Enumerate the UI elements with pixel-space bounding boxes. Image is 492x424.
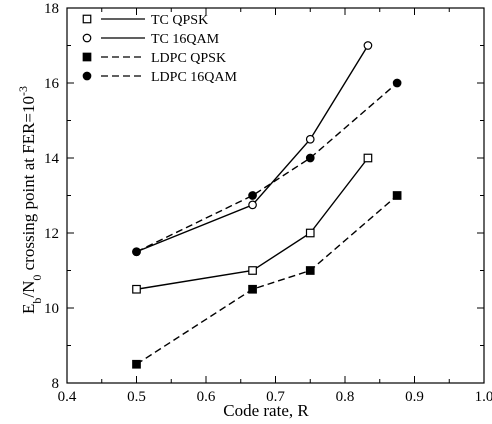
y-tick-label: 12 [44,226,59,242]
legend-label: TC 16QAM [151,32,220,47]
y-axis-label: Eb/N0 crossing point at FER=10-3 [16,86,44,314]
x-tick-label: 0.7 [266,389,285,405]
data-point [132,284,141,294]
y-tick-label: 18 [44,1,59,17]
plot-frame [66,7,485,384]
x-tick-label: 0.8 [336,389,355,405]
x-axis-label: Code rate, R [223,401,309,420]
x-tick-label: 1.0 [475,389,492,405]
data-point [132,359,141,369]
data-point [305,266,315,275]
data-point [363,41,373,50]
x-tick-label: 0.9 [405,389,424,405]
y-axis-label-mid: /N [19,281,38,298]
y-tick-label: 16 [44,76,60,92]
legend-label: LDPC 16QAM [151,70,238,85]
data-point [392,78,402,88]
y-axis-label-main: E [19,304,38,314]
series-3 [132,78,402,257]
series-0 [132,153,373,294]
legend-label: LDPC QPSK [151,51,226,66]
data-point [248,266,257,275]
data-point [305,153,315,163]
legend: TC QPSK TC 16QAM LDPC QPSK LDPC 16QAM [82,13,238,85]
legend-item: LDPC QPSK [82,51,226,66]
data-point [248,191,257,200]
data-point [248,200,257,210]
y-axis-label-sub1: b [30,298,44,304]
data-point [305,134,315,144]
y-tick-label: 10 [44,301,59,317]
series-line [136,82,398,253]
legend-marker [82,71,92,81]
data-point [363,153,373,163]
data-point [392,191,402,200]
legend-marker [82,52,92,62]
y-axis-label-rest: crossing point at FER=10 [19,96,38,275]
x-tick-label: 0.5 [127,389,146,405]
x-tick-label: 0.6 [197,389,216,405]
y-tick-label: 8 [52,376,60,392]
legend-item: LDPC 16QAM [82,70,238,85]
data-point [305,228,315,238]
y-axis-label-sub2: 0 [30,275,44,281]
x-tick-label: 0.4 [58,389,77,405]
legend-item: TC 16QAM [82,32,220,47]
series-2 [132,191,402,369]
series-line [136,45,369,253]
series-line [136,157,369,290]
legend-marker [82,14,92,24]
y-tick-label: 14 [44,151,60,167]
series-line [136,194,398,365]
series-group [132,41,402,369]
data-point [248,284,257,294]
legend-marker [82,33,92,43]
legend-item: TC QPSK [82,13,208,28]
plot-area: 0.4 0.5 0.6 0.7 0.8 0.9 1.0 8 10 12 14 16 18 [44,1,492,405]
y-axis-label-sup: -3 [16,86,30,96]
data-point [132,247,141,257]
legend-label: TC QPSK [151,13,208,28]
